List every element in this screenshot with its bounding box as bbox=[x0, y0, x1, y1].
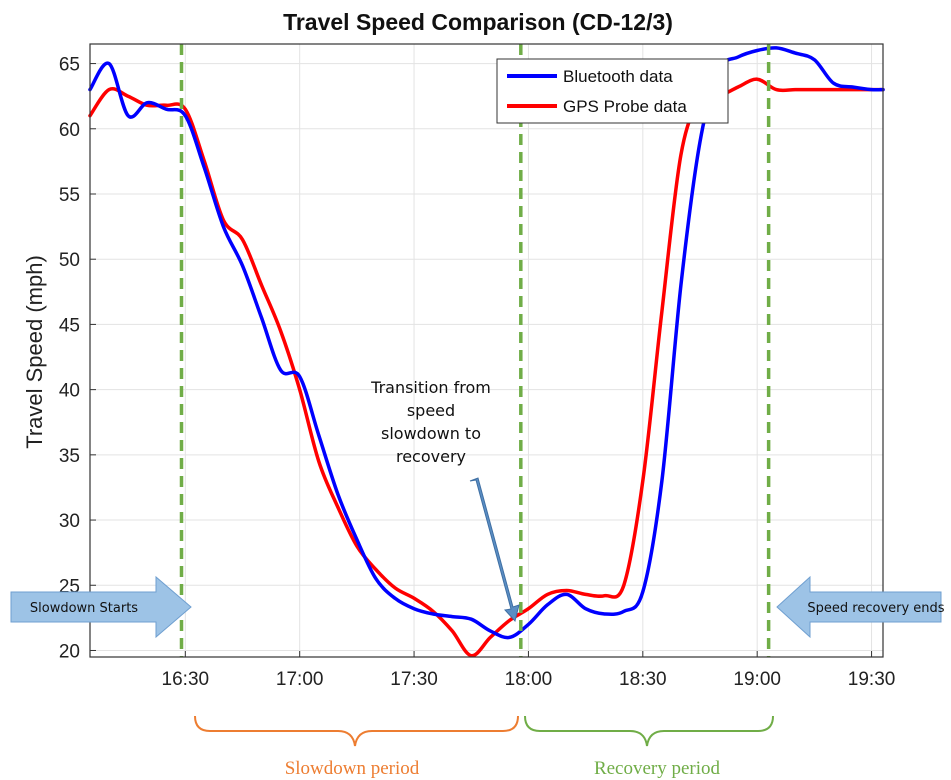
x-tick-label: 18:00 bbox=[505, 669, 553, 690]
transition-line-1: Transition from bbox=[370, 378, 491, 397]
transition-line-2: speed bbox=[407, 401, 455, 420]
slowdown-period-label: Slowdown period bbox=[285, 758, 420, 779]
y-tick-label: 55 bbox=[59, 185, 80, 206]
x-tick-label: 18:30 bbox=[619, 669, 667, 690]
legend-box bbox=[496, 58, 729, 124]
series-line-gps bbox=[88, 77, 885, 658]
y-tick-label: 30 bbox=[59, 511, 80, 532]
x-tick-label: 16:30 bbox=[162, 669, 210, 690]
transition-line-4: recovery bbox=[396, 447, 466, 466]
y-axis-label: Travel Speed (mph) bbox=[22, 255, 47, 449]
grid-lines bbox=[90, 44, 883, 657]
slowdown-period-brace: Slowdown period bbox=[194, 715, 519, 779]
y-tick-label: 35 bbox=[59, 446, 80, 467]
recovery-period-label: Recovery period bbox=[594, 758, 721, 779]
legend: Bluetooth data GPS Probe data bbox=[496, 58, 729, 124]
recovery-ends-callout: Speed recovery ends bbox=[776, 575, 945, 639]
chart-title: Travel Speed Comparison (CD-12/3) bbox=[283, 9, 673, 35]
recovery-ends-label: Speed recovery ends bbox=[807, 601, 944, 616]
y-tick-label: 60 bbox=[59, 120, 80, 141]
y-tick-label: 65 bbox=[59, 55, 80, 76]
plot-area bbox=[90, 44, 883, 657]
x-tick-label: 17:30 bbox=[390, 669, 438, 690]
event-markers bbox=[179, 44, 771, 657]
y-tick-label: 40 bbox=[59, 381, 80, 402]
y-tick-label: 45 bbox=[59, 315, 80, 336]
transition-pointer-arrow bbox=[469, 477, 520, 623]
recovery-brace bbox=[524, 715, 774, 747]
series-layer bbox=[88, 46, 885, 658]
legend-label-gps: GPS Probe data bbox=[563, 97, 687, 116]
axis-ticks: 16:30 17:00 17:30 18:00 18:30 19:00 19:3020253… bbox=[59, 55, 895, 690]
x-tick-label: 19:30 bbox=[848, 669, 896, 690]
series-line-bluetooth bbox=[88, 46, 885, 640]
slowdown-starts-callout: Slowdown Starts bbox=[10, 575, 192, 639]
y-tick-label: 50 bbox=[59, 250, 80, 271]
recovery-ends-arrow bbox=[776, 575, 942, 639]
recovery-period-brace: Recovery period bbox=[524, 715, 774, 779]
x-tick-label: 17:00 bbox=[276, 669, 324, 690]
slowdown-starts-label: Slowdown Starts bbox=[30, 601, 138, 616]
x-tick-label: 19:00 bbox=[733, 669, 781, 690]
plot-border bbox=[89, 43, 884, 658]
legend-label-bluetooth: Bluetooth data bbox=[563, 67, 673, 86]
slowdown-brace bbox=[194, 715, 519, 747]
transition-annotation: Transition from speed slowdown to recove… bbox=[370, 378, 520, 623]
transition-line-3: slowdown to bbox=[381, 424, 481, 443]
y-tick-label: 20 bbox=[59, 641, 80, 662]
slowdown-starts-arrow bbox=[10, 575, 192, 639]
